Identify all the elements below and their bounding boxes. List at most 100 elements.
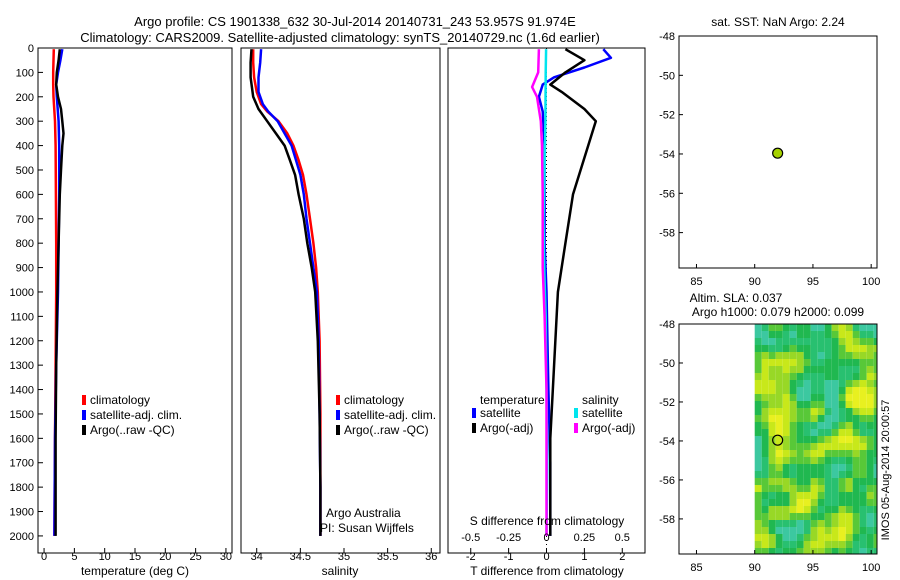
sla-field-cell [803, 457, 811, 464]
sst-map-title: sat. SST: NaN Argo: 2.24 [711, 15, 845, 29]
y-tick-label: -48 [659, 319, 675, 331]
sla-field-cell [789, 527, 797, 534]
sla-field-cell [845, 422, 853, 429]
sla-field-cell [810, 331, 818, 338]
sla-field-cell [817, 443, 825, 450]
sla-field-cell [782, 394, 790, 401]
sla-field-cell [803, 541, 811, 548]
sla-field-cell [859, 478, 867, 485]
sla-field-cell [782, 429, 790, 436]
sla-field-cell [873, 324, 877, 331]
sla-field-cell [803, 401, 811, 408]
sla-field-cell [859, 352, 867, 359]
sla-field-cell [817, 345, 825, 352]
x-tick-label: 100 [862, 562, 880, 574]
sla-field-cell [831, 471, 839, 478]
sla-field-cell [782, 415, 790, 422]
sla-field-cell [761, 534, 769, 541]
temperature-panel: 0 5 10 15 20 25 300100200300400500600700800900… [10, 43, 233, 578]
sla-field-cell [831, 492, 839, 499]
sla-field-cell [761, 331, 769, 338]
sla-map-title-line2: Argo h1000: 0.079 h2000: 0.099 [692, 305, 864, 319]
sla-field-cell [754, 401, 762, 408]
sla-field-cell [782, 464, 790, 471]
sla-field-cell [796, 527, 804, 534]
sla-field-cell [866, 527, 874, 534]
sla-field-cell [768, 499, 776, 506]
sla-field-cell [859, 541, 867, 548]
y-tick-label: 0 [28, 43, 34, 55]
sla-field-cell [768, 415, 776, 422]
sla-field-cell [838, 380, 846, 387]
y-tick-label: 1700 [10, 458, 34, 470]
sla-field-cell [824, 506, 832, 513]
sla-field-cell [852, 506, 860, 513]
sla-field-cell [859, 338, 867, 345]
sla-field-cell [838, 457, 846, 464]
sla-field-cell [838, 450, 846, 457]
sla-field-cell [866, 506, 874, 513]
sla-field-cell [824, 527, 832, 534]
sla-field-cell [817, 471, 825, 478]
sla-map-ticks: 85 90 95 100 -48 -50 -52 -54 -56 -58 [659, 319, 880, 574]
sla-field-cell [768, 352, 776, 359]
sla-field-cell [873, 373, 877, 380]
y-tick-label: 300 [16, 116, 34, 128]
sla-field-cell [838, 366, 846, 373]
sla-field-cell [754, 492, 762, 499]
sla-field-cell [852, 345, 860, 352]
sla-field-cell [796, 548, 804, 554]
sla-field-cell [754, 548, 762, 554]
sla-field-cell [838, 408, 846, 415]
x-tick-label: 36 [425, 551, 437, 563]
sla-field-cell [775, 436, 783, 443]
sla-field-cell [810, 324, 818, 331]
sla-field-cell [754, 443, 762, 450]
sla-field-cell [873, 415, 877, 422]
salinity-xlabel: salinity [322, 564, 359, 578]
sla-field-cell [761, 345, 769, 352]
sla-field-cell [859, 527, 867, 534]
y-tick-label: 500 [16, 165, 34, 177]
sla-field-cell [761, 338, 769, 345]
sla-field-cell [824, 443, 832, 450]
sla-field-cell [768, 366, 776, 373]
sla-field-cell [831, 548, 839, 554]
sla-field-cell [761, 464, 769, 471]
sla-field-cell [796, 366, 804, 373]
sla-field-cell [873, 478, 877, 485]
sla-field-cell [782, 457, 790, 464]
sla-field-cell [817, 359, 825, 366]
sla-field-cell [873, 401, 877, 408]
sla-field-cell [810, 415, 818, 422]
y-tick-label: 600 [16, 189, 34, 201]
sla-field-cell [845, 366, 853, 373]
sla-field-cell [782, 352, 790, 359]
sla-field-cell [810, 443, 818, 450]
sla-field-cell [845, 527, 853, 534]
legend-swatch-climatology [336, 395, 340, 405]
sla-field-cell [782, 534, 790, 541]
sla-field-cell [831, 464, 839, 471]
sla-field-cell [873, 534, 877, 541]
sla-field-cell [810, 408, 818, 415]
sla-field-cell [768, 443, 776, 450]
sla-field-cell [796, 422, 804, 429]
sla-field-cell [845, 478, 853, 485]
sla-field-cell [873, 548, 877, 554]
sla-field-cell [782, 401, 790, 408]
sla-field-cell [761, 548, 769, 554]
sla-field-cell [824, 352, 832, 359]
sla-field-cell [838, 338, 846, 345]
sla-field-cell [845, 436, 853, 443]
sla-field-cell [866, 520, 874, 527]
sla-field-cell [761, 401, 769, 408]
sla-field-cell [817, 548, 825, 554]
sla-field-cell [838, 499, 846, 506]
sla-field-cell [782, 478, 790, 485]
sla-field-cell [796, 443, 804, 450]
sla-map-marks [772, 434, 784, 446]
sla-field-cell [866, 471, 874, 478]
y-tick-label: -50 [659, 70, 675, 82]
sla-field-cell [754, 380, 762, 387]
